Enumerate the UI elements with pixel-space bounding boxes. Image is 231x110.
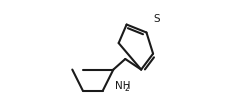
Text: S: S	[153, 14, 160, 24]
Text: 2: 2	[124, 84, 129, 93]
Text: NH: NH	[114, 81, 130, 91]
